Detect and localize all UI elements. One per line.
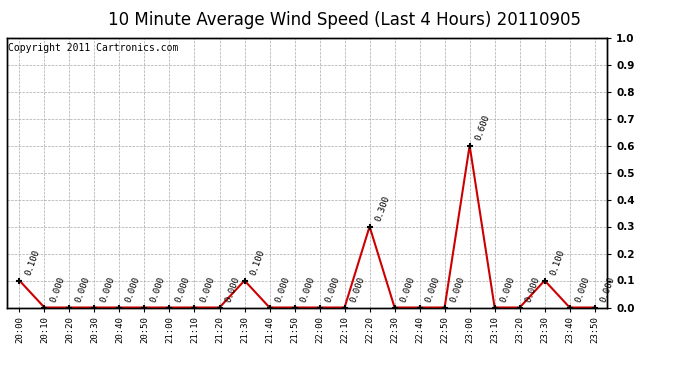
Text: 0.300: 0.300 [374,194,391,222]
Text: Copyright 2011 Cartronics.com: Copyright 2011 Cartronics.com [8,43,179,53]
Text: 0.600: 0.600 [474,113,491,141]
Text: 0.000: 0.000 [274,275,291,303]
Text: 0.100: 0.100 [549,248,566,276]
Text: 0.000: 0.000 [348,275,366,303]
Text: 0.000: 0.000 [174,275,191,303]
Text: 0.000: 0.000 [99,275,116,303]
Text: 0.100: 0.100 [23,248,41,276]
Text: 0.000: 0.000 [224,275,241,303]
Text: 0.000: 0.000 [448,275,466,303]
Text: 0.000: 0.000 [324,275,342,303]
Text: 0.000: 0.000 [574,275,591,303]
Text: 0.000: 0.000 [48,275,66,303]
Text: 0.000: 0.000 [199,275,216,303]
Text: 0.000: 0.000 [124,275,141,303]
Text: 0.000: 0.000 [499,275,516,303]
Text: 0.000: 0.000 [524,275,542,303]
Text: 0.000: 0.000 [599,275,616,303]
Text: 0.000: 0.000 [399,275,416,303]
Text: 0.000: 0.000 [299,275,316,303]
Text: 10 Minute Average Wind Speed (Last 4 Hours) 20110905: 10 Minute Average Wind Speed (Last 4 Hou… [108,11,582,29]
Text: 0.000: 0.000 [424,275,442,303]
Text: 0.000: 0.000 [74,275,91,303]
Text: 0.000: 0.000 [148,275,166,303]
Text: 0.100: 0.100 [248,248,266,276]
